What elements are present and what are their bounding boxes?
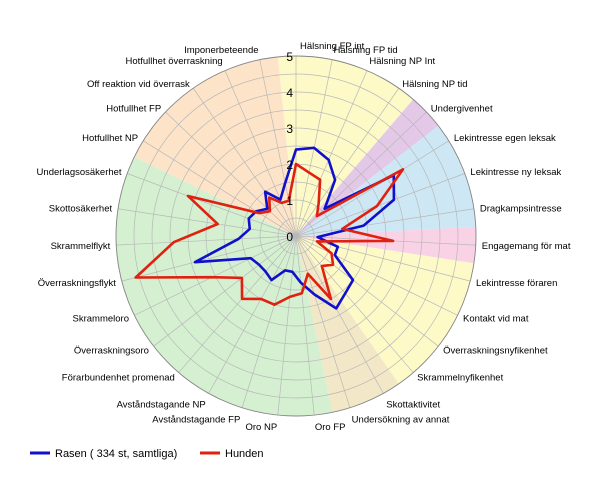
tick-label-zero: 0 [286, 230, 293, 244]
grid-spoke [127, 173, 297, 237]
axis-label: Oro FP [315, 422, 346, 433]
grid-spoke [259, 59, 297, 237]
grid-spoke [118, 208, 297, 237]
axis-label: Underlagsosäkerhet [37, 167, 122, 178]
sector-oro-flykt [116, 156, 333, 417]
axis-label: Engagemang för mat [482, 241, 571, 252]
grid-spoke [295, 208, 474, 237]
axis-label: Undergivenhet [431, 103, 493, 114]
sector-skott [296, 236, 399, 413]
sector-mat [296, 226, 476, 264]
sector-lek [296, 125, 476, 236]
grid-spoke [153, 235, 297, 347]
axis-label: Hotfullhet NP [82, 133, 138, 144]
grid-spoke [178, 235, 297, 373]
axis-label: Lekintresse egen leksak [454, 133, 556, 144]
sector-kontakt [296, 236, 474, 384]
axis-label: Skrammelnyfikenhet [417, 373, 503, 384]
grid-spoke [277, 235, 297, 416]
axis-label: Lekintresse ny leksak [470, 167, 561, 178]
grid-spoke [295, 235, 471, 282]
legend-label-hunden: Hunden [225, 448, 264, 460]
axis-label: Skrammeloro [73, 313, 130, 324]
series-layer [134, 146, 405, 310]
grid-spoke [295, 235, 384, 394]
axis-label: Förarbundenhet promenad [62, 373, 175, 384]
axis-label: Hälsning FP tid [333, 45, 397, 56]
grid-spoke [192, 88, 297, 237]
tick-label: 2 [286, 158, 293, 172]
sector-hotfullhet [134, 56, 296, 236]
grid-spoke [208, 235, 297, 394]
grid-spoke [116, 235, 297, 246]
axis-label: Imponerbeteende [184, 45, 258, 56]
axis-label: Överraskningsflykt [38, 278, 116, 289]
sector-halsning [277, 55, 414, 237]
axis-label: Skottosäkerhet [49, 203, 113, 214]
grid-outer-circle [115, 55, 477, 417]
tick-label: 1 [286, 194, 293, 208]
axis-label: Hotfullhet FP [106, 103, 161, 114]
axis-label: Kontakt vid mat [463, 313, 529, 324]
tick-label: 5 [286, 50, 293, 64]
axis-label: Hälsning NP Int [369, 56, 435, 67]
grid-spoke [295, 88, 400, 237]
grid-spoke [295, 235, 458, 316]
axis-label: Oro NP [245, 422, 277, 433]
grid-spoke [224, 70, 297, 237]
legend: Rasen ( 334 st, samtliga) Hunden [30, 448, 264, 460]
tick-label: 4 [286, 86, 293, 100]
axis-label: Överraskningsoro [74, 345, 149, 356]
grid-spoke [241, 235, 297, 408]
grid-spoke [143, 140, 297, 237]
axis-label: Undersökning av annat [352, 414, 450, 425]
grid-spoke [295, 173, 465, 237]
radial-tick-labels: 1 2 3 4 5 0 [286, 50, 293, 244]
axis-label: Avståndstagande FP [152, 414, 240, 425]
axis-label: Dragkampsintresse [480, 203, 562, 214]
axis-label: Skottaktivitet [386, 400, 440, 411]
grid-spoke [134, 235, 297, 316]
axis-label: Överraskningsnyfikenhet [443, 345, 548, 356]
axis-label: Hälsning NP tid [402, 79, 467, 90]
grid-spoke [295, 235, 315, 416]
grid-spoke [295, 70, 368, 237]
grid-spoke [295, 235, 414, 373]
axis-label: Off reaktion vid överrask [87, 79, 190, 90]
axis-label: Hälsning FP int [300, 41, 365, 52]
grid-spoke [295, 235, 351, 408]
grid-spoke [121, 235, 297, 282]
axis-label: Skrammelflykt [51, 241, 111, 252]
axis-label: Lekintresse föraren [476, 278, 557, 289]
axis-label: Avståndstagande NP [117, 400, 206, 411]
tick-label: 3 [286, 122, 293, 136]
legend-label-rasen: Rasen ( 334 st, samtliga) [55, 448, 177, 460]
grid-spoke [165, 111, 297, 237]
series-line-hunden [134, 162, 405, 307]
grid-spoke [295, 235, 439, 347]
axis-label: Hotfullhet överraskning [125, 56, 222, 67]
grid-spoke [295, 140, 449, 237]
